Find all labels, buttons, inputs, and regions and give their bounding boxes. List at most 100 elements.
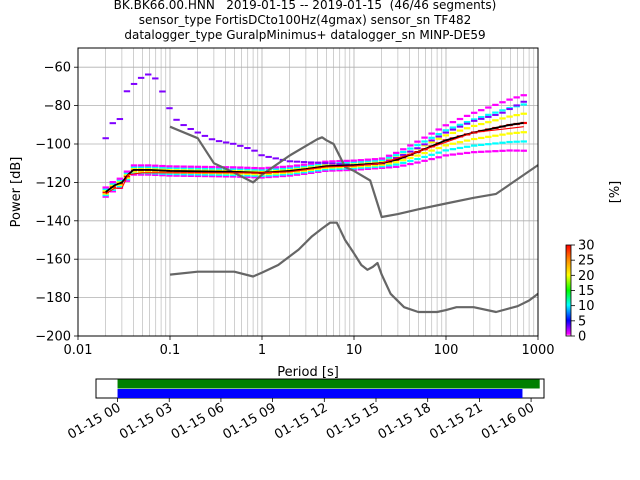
psd-density-cell [421,136,428,139]
psd-density-cell [187,168,194,171]
psd-density-cell [173,173,180,176]
psd-density-cell [159,174,166,177]
psd-density-cell [449,142,457,145]
psd-density-cell [407,159,414,163]
psd-density-cell [485,135,492,138]
psd-density-cell [463,151,471,155]
psd-outlier-cell [152,77,159,80]
psd-density-cell [378,166,386,169]
psd-density-cell [180,174,187,177]
psd-density-cell [378,165,386,168]
psd-density-cell [130,165,138,169]
psd-density-cell [393,161,400,164]
psd-density-cell [265,172,272,176]
psd-density-cell [102,194,109,197]
psd-density-cell [407,156,414,159]
psd-density-cell [109,187,116,190]
psd-density-cell [152,164,159,167]
timeline-bar [117,379,540,389]
psd-density-cell [385,154,393,157]
psd-density-cell [244,172,251,176]
psd-density-cell [442,129,450,132]
psd-density-cell [414,157,421,161]
psd-density-cell [237,169,244,172]
psd-density-cell [357,159,364,162]
colorbar-tick-label: 25 [578,254,595,269]
psd-density-cell [258,170,265,173]
y-tick-label: −60 [44,61,71,76]
psd-density-cell [244,175,251,179]
axes: 0.01 0.1 1 10 100 1000 −200 −180 −160 −140 −120 −10… [35,61,554,358]
psd-density-cell [145,173,152,176]
psd-density-cell [159,166,166,169]
psd-density-cell [187,167,194,170]
psd-density-cell [286,165,294,168]
psd-density-cell [258,176,265,179]
psd-density-cell [350,162,357,165]
psd-density-cell [194,173,202,176]
psd-density-cell [102,191,109,194]
psd-density-cell [414,161,421,164]
psd-density-cell [279,171,287,175]
psd-density-cell [201,168,209,172]
psd-density-cell [442,134,450,137]
psd-density-cell [251,176,258,179]
psd-density-cell [364,160,372,163]
psd-density-cell [180,173,187,176]
psd-density-cell [492,119,499,122]
psd-density-cell [428,153,435,156]
psd-density-cell [364,161,372,164]
chart-title-line-1: BK.BK66.00.HNN 2019-01-15 -- 2019-01-15 … [113,0,497,12]
psd-density-cell [307,168,315,171]
psd-density-cell [137,167,145,170]
psd-outlier-cell [173,118,180,121]
psd-density-cell [230,173,237,177]
colorbar-tick-label: 0 [578,330,586,345]
psd-density-cell [279,167,287,170]
psd-density-cell [315,163,322,166]
psd-density-cell [222,166,230,169]
psd-outlier-cell [222,141,230,144]
chart-title-line-2: sensor_type FortisDCto100Hz(4gmax) senso… [138,13,472,27]
psd-density-cell [350,161,357,164]
psd-outlier-cell [180,124,187,127]
psd-density-cell [123,170,131,173]
psd-density-cell [230,169,237,172]
x-tick-label: 0.1 [160,343,181,358]
psd-density-cell [435,128,442,131]
psd-outlier-cell [237,144,244,147]
psd-density-cell [499,133,506,136]
psd-density-cell [470,137,478,141]
series-lines [105,122,538,314]
psd-outlier-cell [322,162,329,165]
psd-density-cell [456,146,464,150]
psd-density-cell [208,175,216,178]
psd-density-cell [463,120,471,124]
psd-density-cell [428,149,435,152]
psd-density-cell [201,173,209,176]
psd-density-cell [463,145,471,148]
psd-density-cell [421,155,428,159]
psd-density-cell [513,149,520,152]
psd-density-cell [442,124,450,127]
psd-density-cell [520,131,527,134]
psd-outlier-cell [463,122,471,125]
psd-outlier-cell [315,161,322,164]
psd-density-cell [258,167,265,170]
psd-density-cell [449,126,457,129]
psd-density-cell [258,168,265,171]
colorbar-tick-label: 30 [578,239,595,254]
psd-density-cell [371,164,379,167]
psd-density-cell [194,167,202,170]
high-noise-model-line [169,125,538,219]
psd-outlier-cell [520,100,527,103]
psd-density-cell [378,163,386,166]
psd-density-cell [307,165,315,168]
psd-density-cell [166,172,173,176]
psd-density-cell [336,169,343,172]
psd-density-cell [506,115,513,118]
psd-density-cell [470,118,478,121]
x-tick-label: 1 [258,343,266,358]
